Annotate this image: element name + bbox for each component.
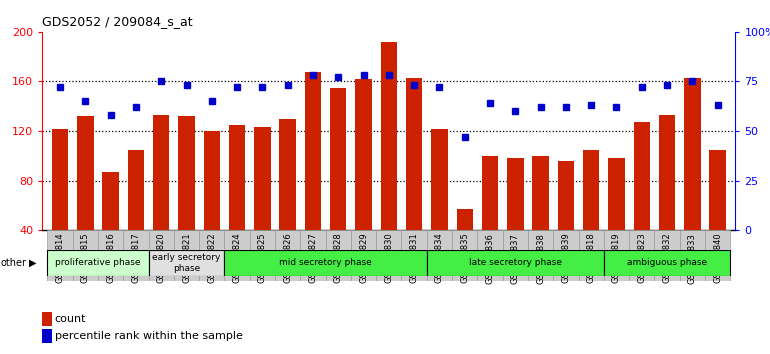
Bar bbox=[431, 129, 447, 280]
Bar bbox=[326, 230, 351, 281]
Bar bbox=[123, 230, 149, 281]
Bar bbox=[203, 131, 220, 280]
Bar bbox=[554, 230, 578, 281]
Text: GSM109816: GSM109816 bbox=[106, 233, 115, 284]
Bar bbox=[578, 230, 604, 281]
Text: GSM109827: GSM109827 bbox=[309, 233, 317, 284]
Bar bbox=[48, 250, 149, 276]
Bar bbox=[654, 230, 680, 281]
Text: GSM109830: GSM109830 bbox=[384, 233, 393, 284]
Bar bbox=[528, 230, 554, 281]
Bar bbox=[604, 250, 730, 276]
Bar bbox=[583, 149, 599, 280]
Bar bbox=[427, 250, 604, 276]
Text: ambiguous phase: ambiguous phase bbox=[627, 258, 707, 267]
Bar bbox=[128, 149, 144, 280]
Text: GSM109824: GSM109824 bbox=[233, 233, 242, 283]
Bar bbox=[330, 88, 346, 280]
Bar bbox=[229, 125, 246, 280]
Text: GSM109834: GSM109834 bbox=[435, 233, 444, 284]
Bar bbox=[149, 230, 174, 281]
Text: GSM109815: GSM109815 bbox=[81, 233, 90, 283]
Text: GSM109840: GSM109840 bbox=[713, 233, 722, 283]
Bar bbox=[532, 156, 549, 280]
Text: GSM109825: GSM109825 bbox=[258, 233, 267, 283]
Bar bbox=[659, 115, 675, 280]
Text: GSM109821: GSM109821 bbox=[182, 233, 191, 283]
Text: GSM109837: GSM109837 bbox=[511, 233, 520, 284]
Bar bbox=[275, 230, 300, 281]
Bar bbox=[608, 158, 624, 280]
Text: GSM109833: GSM109833 bbox=[688, 233, 697, 284]
Bar bbox=[557, 161, 574, 280]
Text: early secretory
phase: early secretory phase bbox=[152, 253, 221, 273]
Bar bbox=[406, 78, 423, 280]
Bar bbox=[457, 209, 473, 280]
Bar bbox=[629, 230, 654, 281]
Text: GSM109828: GSM109828 bbox=[333, 233, 343, 284]
Bar bbox=[249, 230, 275, 281]
Bar bbox=[153, 115, 169, 280]
Text: late secretory phase: late secretory phase bbox=[469, 258, 562, 267]
Text: GSM109823: GSM109823 bbox=[638, 233, 646, 284]
Text: GSM109835: GSM109835 bbox=[460, 233, 469, 284]
Bar bbox=[503, 230, 528, 281]
Bar bbox=[179, 116, 195, 280]
Text: GSM109819: GSM109819 bbox=[612, 233, 621, 283]
Bar bbox=[680, 230, 705, 281]
Bar bbox=[684, 78, 701, 280]
Bar bbox=[149, 250, 224, 276]
Bar bbox=[300, 230, 326, 281]
Bar bbox=[199, 230, 224, 281]
Text: GSM109817: GSM109817 bbox=[132, 233, 140, 284]
Text: mid secretory phase: mid secretory phase bbox=[280, 258, 372, 267]
Text: GSM109829: GSM109829 bbox=[359, 233, 368, 283]
Text: GSM109831: GSM109831 bbox=[410, 233, 419, 284]
Text: percentile rank within the sample: percentile rank within the sample bbox=[55, 331, 243, 341]
Bar bbox=[355, 79, 372, 280]
Bar bbox=[102, 172, 119, 280]
Bar bbox=[77, 116, 94, 280]
Bar bbox=[377, 230, 401, 281]
Bar bbox=[52, 129, 69, 280]
Bar bbox=[224, 230, 249, 281]
Text: other: other bbox=[1, 258, 27, 268]
Bar bbox=[705, 230, 730, 281]
Text: ▶: ▶ bbox=[29, 258, 37, 268]
Bar bbox=[98, 230, 123, 281]
Bar bbox=[427, 230, 452, 281]
Bar bbox=[452, 230, 477, 281]
Bar bbox=[482, 156, 498, 280]
Text: GSM109832: GSM109832 bbox=[662, 233, 671, 284]
Bar bbox=[72, 230, 98, 281]
Text: GSM109820: GSM109820 bbox=[157, 233, 166, 283]
Bar bbox=[174, 230, 199, 281]
Bar bbox=[477, 230, 503, 281]
Text: GSM109836: GSM109836 bbox=[486, 233, 494, 284]
Text: GSM109826: GSM109826 bbox=[283, 233, 292, 284]
Bar bbox=[604, 230, 629, 281]
Bar bbox=[634, 122, 650, 280]
Text: GSM109839: GSM109839 bbox=[561, 233, 571, 284]
Text: GSM109818: GSM109818 bbox=[587, 233, 596, 284]
Bar bbox=[254, 127, 270, 280]
Bar bbox=[48, 230, 72, 281]
Bar bbox=[401, 230, 427, 281]
Bar bbox=[709, 149, 726, 280]
Bar bbox=[224, 250, 427, 276]
Text: proliferative phase: proliferative phase bbox=[55, 258, 141, 267]
Bar bbox=[280, 119, 296, 280]
Bar bbox=[305, 72, 321, 280]
Text: GSM109814: GSM109814 bbox=[55, 233, 65, 283]
Bar bbox=[380, 42, 397, 280]
Text: GSM109822: GSM109822 bbox=[207, 233, 216, 283]
Bar bbox=[507, 158, 524, 280]
Text: GSM109838: GSM109838 bbox=[536, 233, 545, 284]
Text: count: count bbox=[55, 314, 86, 324]
Text: GDS2052 / 209084_s_at: GDS2052 / 209084_s_at bbox=[42, 15, 193, 28]
Bar bbox=[351, 230, 377, 281]
